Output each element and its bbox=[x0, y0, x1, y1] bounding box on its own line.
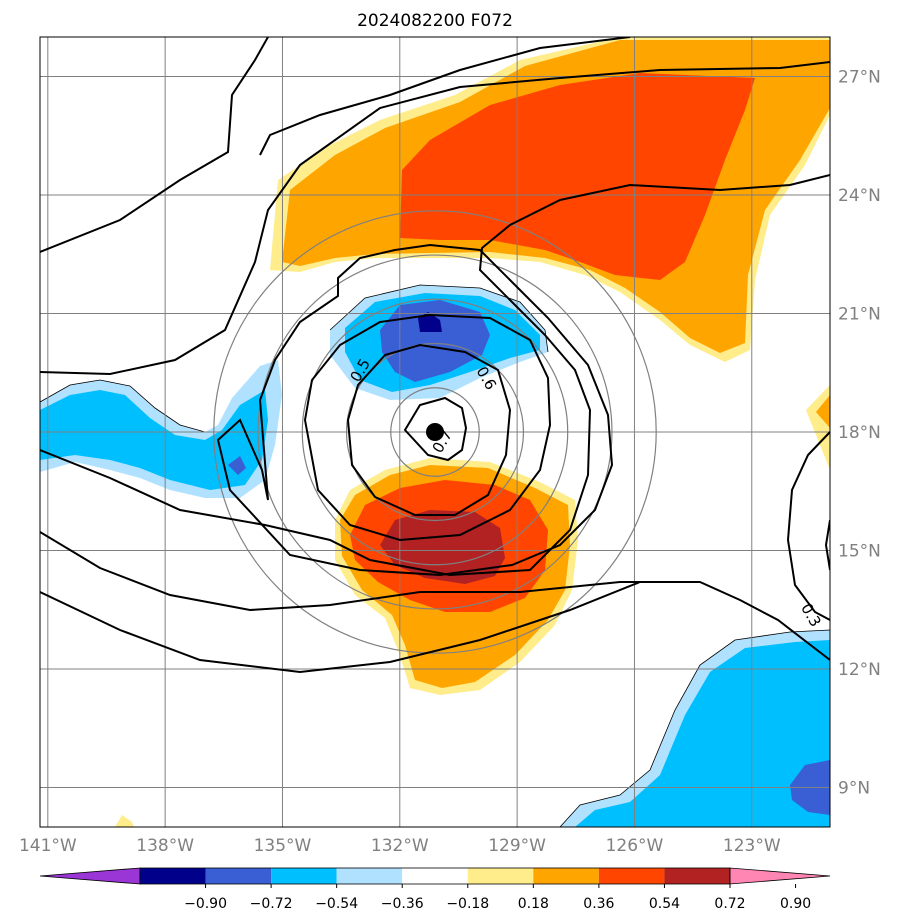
contour-0.3-b bbox=[40, 174, 830, 577]
colorbar-label-2: −0.54 bbox=[315, 896, 358, 912]
gridlines bbox=[40, 37, 830, 827]
contour-lines bbox=[40, 37, 830, 674]
shade-neg-0.72-north bbox=[418, 312, 442, 332]
colorbar-extend-min bbox=[39, 867, 141, 885]
contour-0.3-e bbox=[40, 37, 269, 253]
x-tick-label-2: 135°W bbox=[254, 836, 312, 856]
colorbar-box-4 bbox=[402, 868, 468, 884]
colorbar-label-8: 0.72 bbox=[714, 896, 745, 912]
colorbar-box-2 bbox=[271, 868, 337, 884]
colorbar-extend-max bbox=[729, 867, 831, 885]
range-ring-4 bbox=[213, 210, 657, 654]
x-tick-label-3: 132°W bbox=[371, 836, 429, 856]
contour-0.7 bbox=[403, 396, 468, 462]
shading-positive-north bbox=[270, 37, 830, 362]
map-plot-area: 0.5 0.60.70.3 bbox=[40, 37, 830, 827]
contour-0.5 bbox=[303, 313, 552, 542]
colorbar-label-1: −0.72 bbox=[250, 896, 293, 912]
colorbar-label-7: 0.54 bbox=[649, 896, 680, 912]
shading-outlines bbox=[40, 284, 830, 827]
shade-neg-0.54-west bbox=[228, 456, 246, 475]
y-tick-label-4: 21°N bbox=[838, 305, 881, 325]
contour-0.3-c bbox=[40, 531, 830, 661]
y-tick-label-2: 15°N bbox=[838, 542, 881, 562]
contour-0.6 bbox=[346, 343, 512, 516]
shade-neg-0.36-west bbox=[40, 390, 268, 490]
x-axis-ticks: 141°W 138°W 135°W 132°W 129°W 126°W 123°W bbox=[19, 836, 781, 856]
x-tick-label-4: 129°W bbox=[488, 836, 546, 856]
colorbar-box-3 bbox=[336, 868, 403, 884]
shade-0.54-north bbox=[400, 73, 755, 280]
range-ring-2 bbox=[301, 298, 569, 566]
contour-0.3-f bbox=[259, 37, 631, 156]
y-tick-label-0: 9°N bbox=[838, 779, 870, 799]
colorbar-label-3: −0.36 bbox=[381, 896, 424, 912]
colorbar-label-0: −0.90 bbox=[184, 896, 227, 912]
x-tick-label-5: 126°W bbox=[606, 836, 664, 856]
chart-title: 2024082200 F072 bbox=[357, 11, 513, 31]
x-tick-label-6: 123°W bbox=[723, 836, 781, 856]
colorbar-box-6 bbox=[533, 868, 599, 884]
range-ring-3 bbox=[257, 254, 613, 610]
shade-east-edge-inner bbox=[816, 395, 830, 428]
shade-neg-0.36-se bbox=[575, 640, 830, 827]
shade-bottom-left-dot bbox=[115, 815, 134, 827]
colorbar: −0.90 −0.72 −0.54 −0.36 −0.18 0.18 0.36 0.54 0.7… bbox=[39, 867, 831, 912]
colorbar-box-1 bbox=[205, 868, 272, 884]
shading-negative-west bbox=[40, 360, 282, 498]
range-rings bbox=[213, 210, 657, 654]
colorbar-box-8 bbox=[664, 868, 730, 884]
shade-neg-0.54-north bbox=[380, 300, 490, 382]
y-axis-ticks: 9°N 12°N 15°N 18°N 21°N 24°N 27°N bbox=[838, 68, 881, 799]
colorbar-label-5: 0.18 bbox=[518, 896, 549, 912]
colorbar-label-6: 0.36 bbox=[583, 896, 614, 912]
contour-0.3-a bbox=[40, 61, 830, 376]
contour-east bbox=[786, 431, 830, 621]
x-tick-label-0: 141°W bbox=[19, 836, 77, 856]
colorbar-frame bbox=[139, 867, 731, 885]
x-tick-label-1: 138°W bbox=[136, 836, 194, 856]
plot-frame bbox=[39, 36, 831, 828]
y-tick-label-1: 12°N bbox=[838, 660, 881, 680]
contour-0.3-d bbox=[40, 581, 641, 674]
colorbar-label-4: −0.18 bbox=[446, 896, 489, 912]
contour-east-inner bbox=[824, 519, 830, 571]
colorbar-label-9: 0.90 bbox=[780, 896, 811, 912]
y-tick-label-3: 18°N bbox=[838, 423, 881, 443]
colorbar-box-7 bbox=[598, 868, 665, 884]
range-ring-0 bbox=[390, 387, 480, 477]
y-tick-label-6: 27°N bbox=[838, 68, 881, 88]
y-tick-label-5: 24°N bbox=[838, 186, 881, 206]
range-ring-1 bbox=[345, 342, 525, 522]
colorbar-box-0 bbox=[140, 868, 206, 884]
contour-0.4 bbox=[216, 243, 614, 577]
storm-center-marker bbox=[426, 423, 444, 441]
colorbar-box-5 bbox=[467, 868, 534, 884]
